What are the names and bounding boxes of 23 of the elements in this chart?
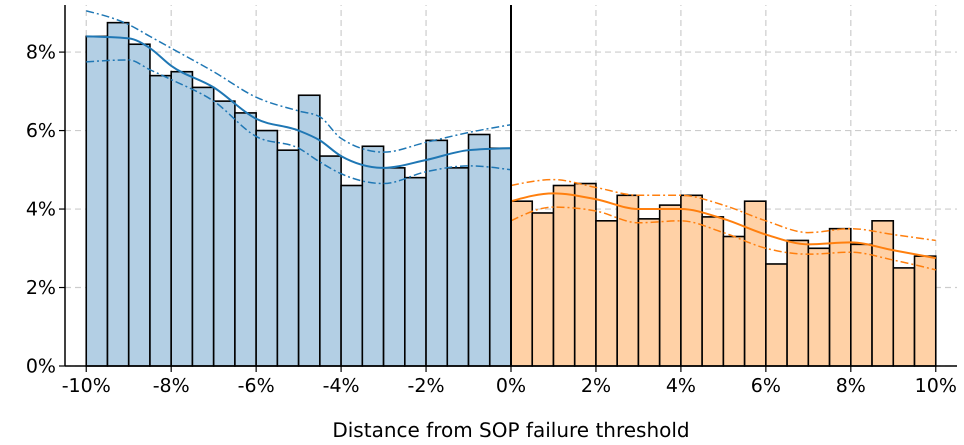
y-tick-label: 6% <box>26 120 56 142</box>
y-tick-label: 2% <box>26 277 56 300</box>
x-tick-label: -10% <box>62 375 111 397</box>
line-series <box>85 35 512 169</box>
line-series <box>85 59 512 184</box>
line-series <box>510 178 937 242</box>
y-tick-label: 0% <box>26 356 56 378</box>
x-tick-label: -2% <box>408 375 445 397</box>
x-tick-label: 0% <box>496 375 526 397</box>
line-series <box>510 192 937 260</box>
x-tick-label: 2% <box>580 375 612 397</box>
x-tick-label: 6% <box>750 375 781 397</box>
x-tick-label: -8% <box>152 375 190 397</box>
y-tick-label: 4% <box>26 198 56 221</box>
x-tick-label: 8% <box>836 375 866 397</box>
y-tick-label: 8% <box>26 42 56 64</box>
x-tick-label: -6% <box>238 375 275 397</box>
x-axis-title: Distance from SOP failure threshold <box>332 418 690 442</box>
line-series <box>510 206 937 271</box>
line-series <box>85 10 512 153</box>
x-tick-label: 4% <box>666 375 696 397</box>
x-tick-label: 10% <box>914 375 957 397</box>
x-tick-label: -4% <box>322 375 360 397</box>
